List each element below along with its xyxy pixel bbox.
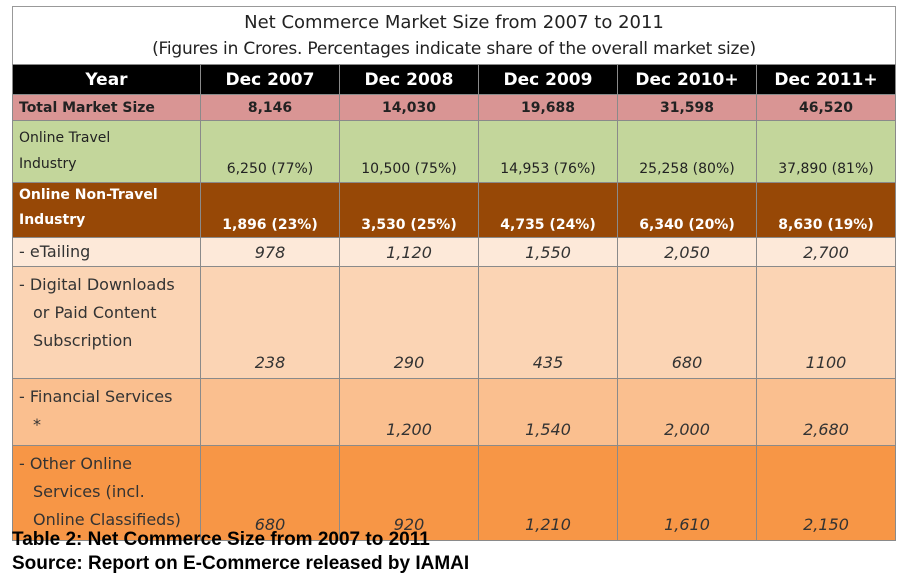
- cell-value: 6,340 (20%): [617, 182, 757, 238]
- cell-value: 2,680: [756, 378, 896, 446]
- row-label-line: - Digital Downloads: [19, 275, 175, 294]
- cell-value: 37,890 (81%): [756, 120, 896, 183]
- row-etailing: - eTailing 978 1,120 1,550 2,050 2,700: [12, 237, 896, 267]
- row-label-line: - Other Online: [19, 454, 132, 473]
- cell-value: 25,258 (80%): [617, 120, 757, 183]
- header-dec-2010: Dec 2010+: [617, 64, 757, 95]
- cell-value: 2,000: [617, 378, 757, 446]
- figure-title-box: Net Commerce Market Size from 2007 to 20…: [12, 6, 896, 64]
- cell-value: 238: [200, 266, 340, 379]
- row-label-line: or Paid Content: [33, 303, 157, 322]
- cell-value: [200, 378, 340, 446]
- header-dec-2008: Dec 2008: [339, 64, 479, 95]
- row-other-online-services: - Other Online Services (incl. Online Cl…: [12, 445, 896, 541]
- cell-value: 1,610: [617, 445, 757, 541]
- market-size-table: Year Dec 2007 Dec 2008 Dec 2009 Dec 2010…: [12, 64, 896, 541]
- caption-line-table: Table 2: Net Commerce Size from 2007 to …: [12, 529, 430, 550]
- cell-value: 290: [339, 266, 479, 379]
- row-label-line: Total Market Size: [19, 99, 155, 116]
- cell-value: 3,530 (25%): [339, 182, 479, 238]
- row-label-line: - Financial Services: [19, 387, 173, 406]
- row-label: - Digital Downloads or Paid Content Subs…: [12, 266, 201, 379]
- cell-value: 680: [200, 445, 340, 541]
- row-label-line: Services (incl.: [33, 482, 145, 501]
- table-caption: Table 2: Net Commerce Size from 2007 to …: [12, 528, 469, 576]
- row-total-market-size: Total Market Size 8,146 14,030 19,688 31…: [12, 94, 896, 121]
- cell-value: 1,210: [478, 445, 618, 541]
- row-label-line: - eTailing: [19, 242, 91, 261]
- figure-title: Net Commerce Market Size from 2007 to 20…: [244, 12, 664, 33]
- row-label: Total Market Size: [12, 94, 201, 121]
- market-size-figure: Net Commerce Market Size from 2007 to 20…: [12, 6, 896, 541]
- row-digital-downloads: - Digital Downloads or Paid Content Subs…: [12, 266, 896, 379]
- caption-line-source: Source: Report on E-Commerce released by…: [12, 553, 470, 574]
- cell-value: 1,200: [339, 378, 479, 446]
- cell-value: 46,520: [756, 94, 896, 121]
- cell-value: 2,700: [756, 237, 896, 267]
- cell-value: 31,598: [617, 94, 757, 121]
- cell-value: 2,150: [756, 445, 896, 541]
- row-label: - eTailing: [12, 237, 201, 267]
- row-online-non-travel: Online Non-Travel Industry 1,896 (23%) 3…: [12, 182, 896, 238]
- cell-value: 1,896 (23%): [200, 182, 340, 238]
- header-dec-2007: Dec 2007: [200, 64, 340, 95]
- row-label: Online Non-Travel Industry: [12, 182, 201, 238]
- cell-value: 19,688: [478, 94, 618, 121]
- figure-subtitle: (Figures in Crores. Percentages indicate…: [152, 39, 756, 59]
- table-header-row: Year Dec 2007 Dec 2008 Dec 2009 Dec 2010…: [12, 64, 896, 95]
- cell-value: 920: [339, 445, 479, 541]
- cell-value: 8,630 (19%): [756, 182, 896, 238]
- cell-value: 435: [478, 266, 618, 379]
- cell-value: 1,540: [478, 378, 618, 446]
- row-label-line: Online Classifieds): [33, 510, 181, 529]
- cell-value: 2,050: [617, 237, 757, 267]
- cell-value: 4,735 (24%): [478, 182, 618, 238]
- cell-value: 6,250 (77%): [200, 120, 340, 183]
- cell-value: 1100: [756, 266, 896, 379]
- row-label-line: Online Non-Travel: [19, 187, 158, 203]
- header-year: Year: [12, 64, 201, 95]
- header-dec-2011: Dec 2011+: [756, 64, 896, 95]
- row-label: - Financial Services *: [12, 378, 201, 446]
- cell-value: 14,030: [339, 94, 479, 121]
- row-financial-services: - Financial Services * 1,200 1,540 2,000…: [12, 378, 896, 446]
- row-label-line: Industry: [19, 156, 77, 172]
- row-label: Online Travel Industry: [12, 120, 201, 183]
- row-label-line: Subscription: [33, 331, 133, 350]
- cell-value: 14,953 (76%): [478, 120, 618, 183]
- header-dec-2009: Dec 2009: [478, 64, 618, 95]
- cell-value: 978: [200, 237, 340, 267]
- row-online-travel: Online Travel Industry 6,250 (77%) 10,50…: [12, 120, 896, 183]
- cell-value: 680: [617, 266, 757, 379]
- row-label: - Other Online Services (incl. Online Cl…: [12, 445, 201, 541]
- cell-value: 1,120: [339, 237, 479, 267]
- row-label-line: Industry: [19, 212, 86, 228]
- row-label-line: *: [33, 415, 41, 434]
- cell-value: 8,146: [200, 94, 340, 121]
- row-label-line: Online Travel: [19, 130, 111, 146]
- cell-value: 1,550: [478, 237, 618, 267]
- cell-value: 10,500 (75%): [339, 120, 479, 183]
